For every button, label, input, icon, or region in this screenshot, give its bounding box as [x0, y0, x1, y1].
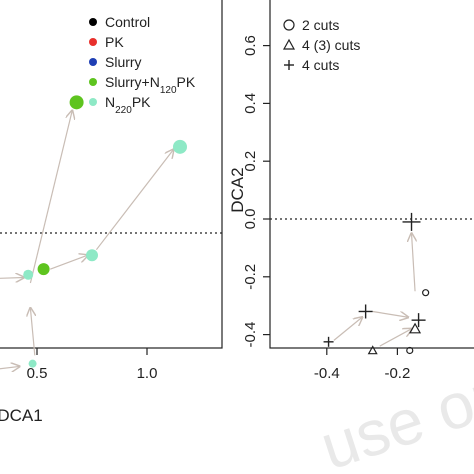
legend-symbol	[283, 19, 295, 31]
left-trajectory-arrow	[49, 255, 87, 270]
right-trajectory-arrow	[412, 233, 416, 292]
left-data-point	[37, 263, 50, 276]
left-trajectory-arrow	[95, 150, 173, 251]
left-data-point	[173, 139, 187, 154]
legend-marker	[89, 38, 97, 46]
legend-label: Slurry+N120PK	[105, 74, 196, 96]
right-y-tick-label: -0.4	[242, 322, 259, 348]
legend-marker	[89, 78, 97, 86]
right-trajectory-arrow	[372, 310, 408, 317]
left-trajectory-arrow	[30, 308, 34, 356]
legend-marker	[89, 58, 97, 66]
legend-symbol	[284, 60, 294, 70]
legend-symbol	[282, 38, 296, 50]
legend-marker	[89, 98, 97, 106]
left-data-point	[86, 249, 98, 262]
left-data-point	[28, 359, 37, 368]
left-x-axis-title: DCA1	[0, 406, 43, 425]
right-y-tick-label: 0.4	[242, 93, 259, 114]
left-trajectory-arrow	[29, 111, 72, 284]
legend-label: 2 cuts	[302, 17, 339, 33]
right-data-point	[367, 345, 378, 355]
left-data-point	[23, 269, 34, 280]
right-panel: 0.6 0.4 0.2 0.0 -0.2 -0.4 DCA2 -0.4 -0.2 2 cuts 4 …	[228, 0, 474, 382]
right-data-point	[411, 313, 426, 328]
right-data-point	[402, 212, 421, 231]
right-trajectory-arrow	[333, 317, 362, 341]
legend-label: 4 cuts	[302, 57, 339, 73]
legend-label: N220PK	[105, 94, 151, 116]
left-trajectory-arrow	[0, 366, 19, 377]
right-legend: 2 cuts 4 (3) cuts 4 cuts	[282, 17, 360, 73]
legend-label: Slurry	[105, 54, 142, 70]
left-plot-frame	[0, 0, 223, 349]
legend-label: 4 (3) cuts	[302, 37, 360, 53]
legend-label: PK	[105, 34, 124, 50]
left-data-point	[69, 95, 84, 110]
right-data-point	[406, 346, 414, 355]
legend-marker	[89, 18, 97, 26]
right-data-point	[422, 289, 430, 297]
right-data-point	[358, 304, 373, 319]
right-x-tick-label: -0.2	[384, 365, 410, 382]
right-trajectory-arrow	[379, 329, 412, 347]
legend-label: Control	[105, 14, 150, 30]
right-y-tick-label: -0.2	[242, 264, 259, 290]
left-trajectory-arrow	[0, 277, 24, 280]
right-x-tick-label: -0.4	[314, 365, 340, 382]
right-y-tick-label: 0.2	[242, 151, 259, 172]
watermark-text: use only	[312, 341, 474, 474]
right-data-point	[323, 336, 334, 347]
left-panel: 0.5 1.0 DCA1 Control PK Slurry Slurry+N120PKN2…	[0, 0, 223, 425]
right-y-axis-title: DCA2	[228, 167, 247, 212]
right-plot-frame	[269, 0, 474, 349]
right-data-point	[409, 322, 422, 334]
right-y-tick-label: 0.6	[242, 35, 259, 56]
left-x-tick-label: 1.0	[137, 365, 158, 382]
right-y-tick-label: 0.0	[242, 209, 259, 230]
left-x-tick-label: 0.5	[27, 365, 48, 382]
